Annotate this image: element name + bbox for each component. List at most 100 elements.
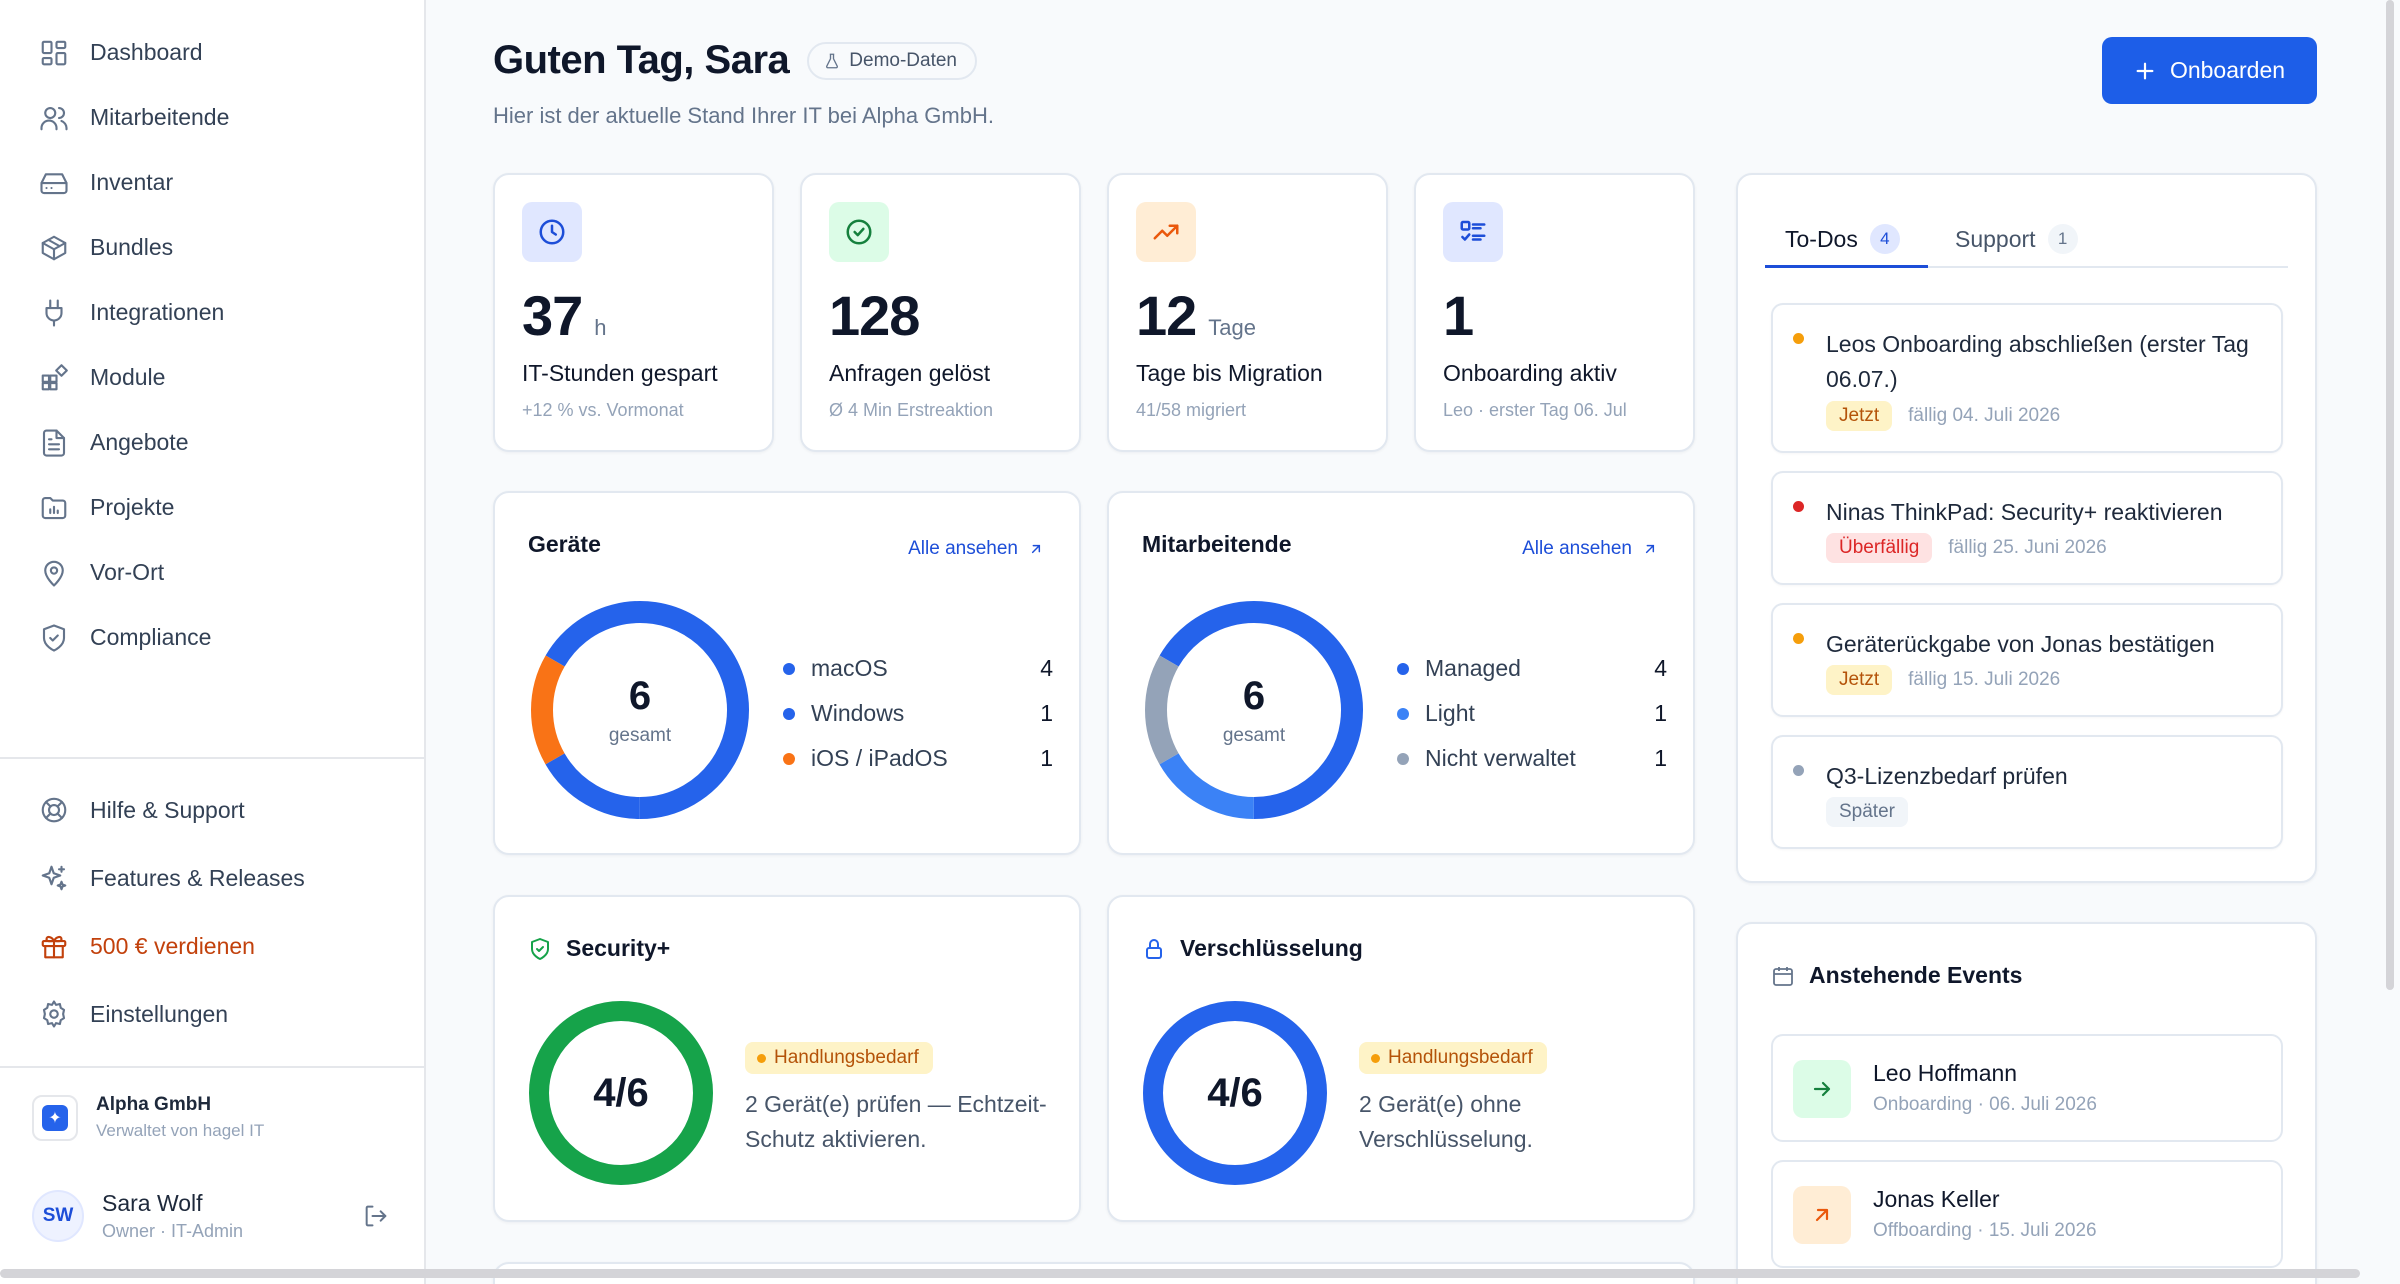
kpi-label: Anfragen gelöst [829, 360, 991, 386]
status-badge: Handlungsbedarf [1359, 1042, 1547, 1074]
onboarden-button[interactable]: Onboarden [2102, 37, 2317, 104]
page-header: Guten Tag, Sara Demo-Daten [493, 38, 977, 83]
sidebar-item-angebote[interactable]: Angebote [0, 410, 424, 475]
legend-dot [783, 707, 795, 720]
sidebar-item-integrationen[interactable]: Integrationen [0, 280, 424, 345]
kpi-number: 128 [829, 284, 920, 347]
legend-count: 4 [1654, 655, 1667, 681]
encryption-title: Verschlüsselung [1142, 935, 1363, 962]
employees-legend: Managed 4 Light 1 Nicht verwaltet 1 [1397, 646, 1667, 781]
legend-dot [1397, 707, 1409, 720]
kpi-number: 37 [522, 284, 583, 347]
legend-item: Light 1 [1397, 691, 1667, 736]
sparkles-icon [38, 862, 70, 894]
priority-dot [1793, 765, 1804, 776]
kpi-subtext: Leo · erster Tag 06. Jul [1443, 400, 1627, 420]
security-card: Security+ 4/6 Handlungsbedarf 2 Gerät(e)… [493, 895, 1081, 1222]
gear-icon [38, 998, 70, 1030]
devices-view-all-link[interactable]: Alle ansehen [908, 538, 1044, 560]
sidebar-item-inventar[interactable]: Inventar [0, 150, 424, 215]
encryption-card: Verschlüsselung 4/6 Handlungsbedarf 2 Ge… [1107, 895, 1695, 1222]
org-logo: ✦ [32, 1094, 78, 1141]
status-badge-label: Handlungsbedarf [774, 1047, 919, 1068]
legend-label: iOS / iPadOS [811, 745, 948, 771]
organization-switcher[interactable]: ✦ Alpha GmbH Verwaltet von hagel IT [32, 1094, 264, 1141]
sidebar-item-mitarbeitende[interactable]: Mitarbeitende [0, 85, 424, 150]
sidebar-item-vor-ort[interactable]: Vor-Ort [0, 540, 424, 605]
kpi-subtext: +12 % vs. Vormonat [522, 400, 684, 420]
arrow-up-right-icon [1793, 1186, 1851, 1244]
todo-due: fällig 25. Juni 2026 [1948, 537, 2107, 558]
event-item[interactable]: Leo Hoffmann Onboarding · 06. Juli 2026 [1771, 1034, 2283, 1142]
sidebar-item-projekte[interactable]: Projekte [0, 475, 424, 540]
kpi-value: 1 [1443, 283, 1485, 348]
logout-icon [362, 1205, 390, 1234]
vertical-scrollbar[interactable] [2386, 0, 2394, 990]
sidebar-item-compliance[interactable]: Compliance [0, 605, 424, 670]
sidebar-item-label: Vor-Ort [90, 559, 165, 585]
todo-item[interactable]: Q3-Lizenzbedarf prüfen Später [1771, 735, 2283, 849]
security-score: 4/6 [593, 1070, 649, 1115]
page-title: Guten Tag, Sara [493, 38, 790, 82]
employees-view-all-link[interactable]: Alle ansehen [1522, 538, 1658, 560]
event-item[interactable]: Jonas Keller Offboarding · 15. Juli 2026 [1771, 1160, 2283, 1268]
todo-panel: To-Dos 4 Support 1 Leos Onboarding absch… [1736, 173, 2317, 883]
kpi-unit: h [594, 315, 607, 340]
link-label: Alle ansehen [908, 538, 1018, 559]
devices-segment-windows [530, 601, 749, 819]
status-badge-label: Handlungsbedarf [1388, 1047, 1533, 1068]
donut-center: 6 gesamt [528, 598, 752, 822]
devices-segment-ios-ipados [530, 601, 749, 819]
event-name: Leo Hoffmann [1873, 1060, 2018, 1086]
tab-count-badge: 4 [1869, 224, 1900, 254]
devices-donut-chart [530, 601, 749, 819]
priority-dot [1793, 633, 1804, 644]
secondary-nav: Hilfe & Support Features & Releases 500 … [0, 776, 424, 1048]
donut-center: 6 gesamt [1142, 598, 1366, 822]
logout-button[interactable] [362, 1202, 392, 1232]
employees-title: Mitarbeitende [1142, 531, 1292, 557]
donut-total: 6 [1242, 673, 1266, 718]
todo-item[interactable]: Ninas ThinkPad: Security+ reaktivieren Ü… [1771, 471, 2283, 585]
sidebar-item-dashboard[interactable]: Dashboard [0, 20, 424, 85]
lifebuoy-icon [38, 794, 70, 826]
event-name: Jonas Keller [1873, 1186, 2000, 1212]
tab-support[interactable]: Support 1 [1955, 210, 2078, 268]
donut-total-label: gesamt [608, 724, 672, 746]
sidebar-item-label: Dashboard [90, 39, 203, 65]
events-title-label: Anstehende Events [1809, 962, 2023, 988]
active-tab-indicator [1765, 265, 1928, 268]
sidebar-item-hilfe-support[interactable]: Hilfe & Support [0, 776, 424, 844]
sidebar-item-bundles[interactable]: Bundles [0, 215, 424, 280]
employees-donut-chart [1145, 601, 1364, 819]
sidebar-item-features-releases[interactable]: Features & Releases [0, 844, 424, 912]
todo-item[interactable]: Leos Onboarding abschließen (erster Tag … [1771, 303, 2283, 453]
employees-segment-light [1145, 601, 1364, 819]
sidebar-item-label: Integrationen [90, 299, 225, 325]
user-profile[interactable]: SW Sara Wolf Owner · IT-Admin [32, 1190, 392, 1242]
sidebar-item-module[interactable]: Module [0, 345, 424, 410]
sidebar-item-einstellungen[interactable]: Einstellungen [0, 980, 424, 1048]
org-managed-by: Verwaltet von hagel IT [96, 1121, 265, 1140]
horizontal-scrollbar[interactable] [0, 1269, 2360, 1278]
check-circle-icon [829, 202, 889, 262]
tab-todos[interactable]: To-Dos 4 [1785, 210, 1900, 268]
todo-tag: Jetzt [1826, 665, 1893, 695]
sidebar-item-label: Compliance [90, 624, 212, 650]
sidebar-item-label: Bundles [90, 234, 174, 260]
sidebar-item-label: Angebote [90, 429, 189, 455]
todo-tag: Später [1826, 797, 1908, 827]
sidebar-item-label: 500 € verdienen [90, 932, 255, 959]
onboarden-button-label: Onboarden [2169, 57, 2286, 83]
security-ring-progress [529, 1001, 713, 1185]
sidebar-item-label: Features & Releases [90, 864, 305, 891]
legend-label: macOS [811, 655, 888, 681]
sidebar-divider [0, 1066, 424, 1068]
gift-icon [38, 930, 70, 962]
status-dot [757, 1053, 766, 1063]
legend-label: Windows [811, 700, 905, 726]
arrow-right-icon [1793, 1060, 1851, 1118]
sidebar-item-label: Module [90, 364, 166, 390]
todo-item[interactable]: Geräterückgabe von Jonas bestätigen Jetz… [1771, 603, 2283, 717]
sidebar-item-referral[interactable]: 500 € verdienen [0, 912, 424, 980]
